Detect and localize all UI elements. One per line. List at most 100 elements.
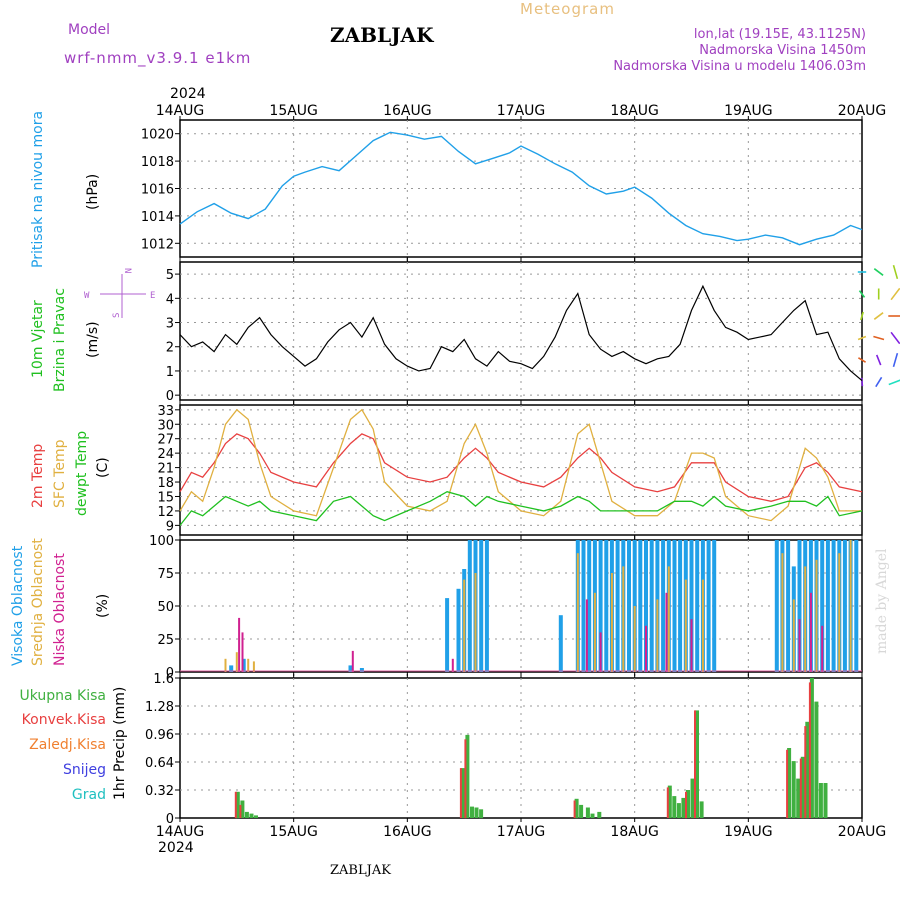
cloud-bar [587,540,592,672]
panel-frame [179,261,863,401]
precip-legend: Ukupna Kisa Konvek.Kisa Zaledj.Kisa Snij… [19,687,128,803]
y-tick-label: 1.6 [153,672,174,687]
precip-bar [681,797,686,818]
cloud-bar [701,579,704,672]
precip-bar [585,807,590,818]
y-tick-label: 24 [157,447,174,462]
precip-bar [460,768,465,818]
precip-bar [799,758,802,818]
cloud-bar [706,540,711,672]
cloud-series-0 [229,540,859,672]
x-day-label-bottom: 19AUG [724,824,773,840]
precip-bar [590,813,595,818]
cloud-labels: Visoka Oblacnost Srednja Oblacnost Niska… [10,538,111,666]
cloud-bar [690,619,693,672]
precip-bar [685,791,687,819]
panel-cloud: 0 25 50 75 100 [149,534,863,681]
cloud-bar [627,540,631,672]
y-tick-label: 0.32 [145,784,174,799]
wind-arrows [857,264,900,388]
model-elevation-label: Nadmorska Visina u modelu 1406.03m [613,59,866,74]
wind-arrow [873,268,884,276]
x-day-label-top: 19AUG [724,103,773,119]
precip-bar [235,791,240,819]
precip-bar [804,726,807,818]
precip-bar [244,811,249,818]
precip-bar [234,791,237,819]
cloud-bar [661,540,666,672]
precip-bar [690,778,695,818]
pressure-line [179,131,863,246]
cloud-label-high: Visoka Oblacnost [10,545,26,666]
precip-bar [574,798,579,819]
precip-bar [686,790,690,818]
wind-label-2: Brzina i Pravac [52,288,68,392]
wind-arrow [892,352,899,368]
cloud-bar [581,540,586,672]
pressure-label: Pritisak na nivou mora [30,111,46,268]
y-tick-label: 1016 [141,183,174,198]
wind-labels: 10m Vjetar Brzina i Pravac (m/s) [30,288,101,392]
precip-unit: 1hr Precip (mm) [112,687,128,800]
y-tick-label: 18 [157,476,174,491]
cloud-bar [809,592,812,672]
meteogram-title: Meteogram [520,0,615,18]
y-tick-label: 100 [149,534,174,549]
cloud-bar [484,540,489,672]
precip-legend-snow: Snijeg [63,762,106,778]
wind-arrow [888,379,900,386]
cloud-bar [638,540,643,672]
precip-bar [787,748,792,818]
cloud-label-low: Niska Oblacnost [52,553,68,666]
wind-arrow [890,287,900,301]
cloud-unit: (%) [95,594,111,618]
temp-label-sfc: SFC Temp [52,439,68,508]
temp-label-2m: 2m Temp [30,444,46,508]
precip-bar [786,749,789,819]
precip-bar [818,783,823,818]
model-name: wrf-nmm_v3.9.1 e1km [64,49,251,68]
cloud-bar [252,661,255,672]
cloud-bar [854,540,859,672]
x-day-label-top: 14AUG [156,103,205,119]
cloud-bar [463,579,466,672]
y-tick-label: 30 [157,418,174,433]
cloud-label-mid: Srednja Oblacnost [30,538,46,666]
cloud-bar [456,588,461,672]
pressure-labels: Pritisak na nivou mora (hPa) [30,111,101,268]
x-day-label-bottom: 18AUG [610,824,659,840]
precip-bar [254,815,258,818]
precip-bar [791,761,796,818]
cloud-bar [821,625,824,672]
y-tick-label: 1018 [141,155,174,170]
cloud-bar [838,553,841,672]
cloud-bar [348,665,353,672]
panel-precipitation: 0 0.32 0.64 0.96 1.28 1.6 [145,672,863,827]
precip-series-1 [234,682,811,819]
y-tick-label: 75 [157,567,174,582]
y-tick-label: 0 [166,812,174,827]
precip-bar [597,811,602,818]
cloud-bar [241,632,244,672]
x-day-label-top: 17AUG [497,103,546,119]
x-day-label-bottom: 14AUG [156,824,205,840]
precip-series-0 [235,678,828,819]
precip-bar [479,809,484,819]
wind-arrow [860,377,864,387]
cloud-bar [351,650,354,672]
cloud-bar [604,540,609,672]
cloud-bar [599,632,602,672]
x-day-label-bottom: 20AUG [838,824,887,840]
cloud-bar [445,598,450,672]
wind-arrow [873,312,884,320]
compass-e: E [150,291,155,301]
cloud-series-2 [238,592,824,672]
precip-legend-grad: Grad [72,787,106,803]
y-tick-label: 0.64 [145,756,174,771]
precip-bar [800,756,805,819]
y-tick-label: 1 [166,365,174,380]
y-tick-label: 4 [166,292,174,307]
y-tick-label: 1012 [141,237,174,252]
precip-bar [464,739,467,819]
year-bottom: 2024 [158,840,194,856]
